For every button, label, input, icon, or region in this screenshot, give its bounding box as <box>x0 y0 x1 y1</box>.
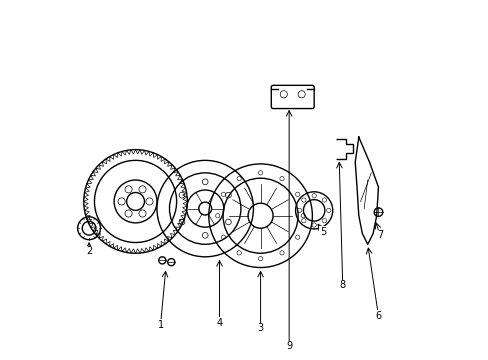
Text: 2: 2 <box>86 247 92 256</box>
Text: 8: 8 <box>339 280 345 291</box>
Text: 6: 6 <box>375 311 381 321</box>
Text: 5: 5 <box>319 227 325 237</box>
Text: 9: 9 <box>285 341 292 351</box>
Text: 7: 7 <box>376 230 383 240</box>
Text: 4: 4 <box>216 318 222 328</box>
Text: 1: 1 <box>157 320 163 330</box>
Text: 3: 3 <box>257 323 263 333</box>
